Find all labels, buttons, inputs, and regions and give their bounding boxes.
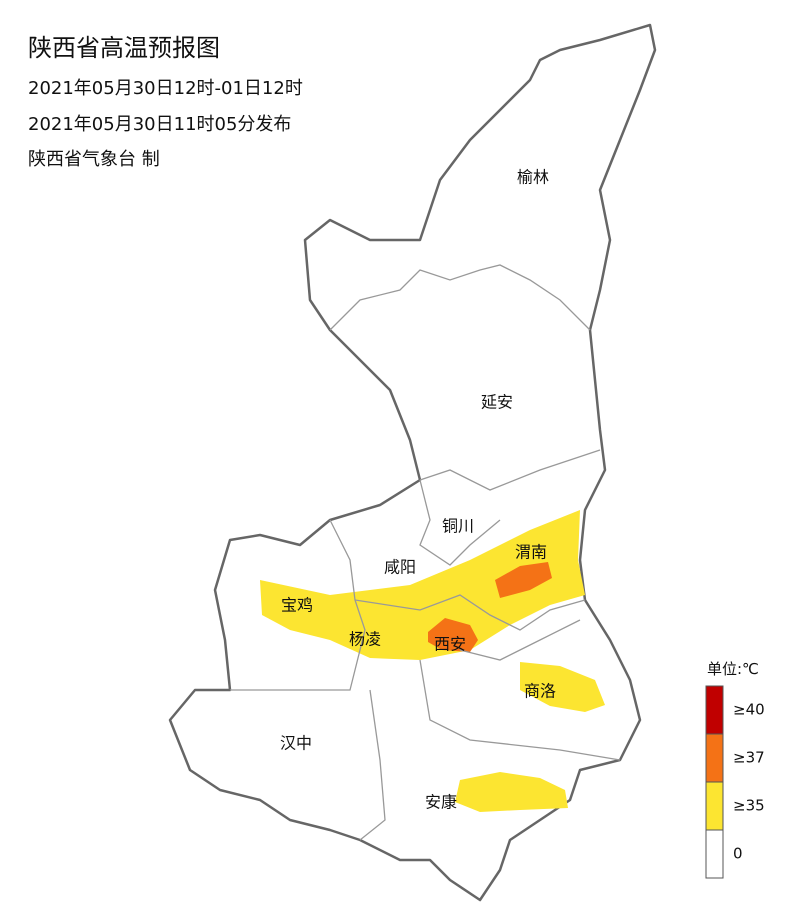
heat-zone-37 bbox=[428, 618, 478, 652]
issue-time: 2021年05月30日11时05分发布 bbox=[28, 114, 291, 135]
city-label: 汉中 bbox=[280, 734, 312, 753]
province-outline bbox=[168, 23, 657, 902]
city-label: 西安 bbox=[434, 635, 466, 654]
heat-zone-35 bbox=[520, 662, 605, 712]
legend-label: ≥37 bbox=[733, 749, 765, 767]
city-label: 延安 bbox=[481, 393, 513, 412]
city-label: 渭南 bbox=[515, 543, 547, 562]
map-title: 陕西省高温预报图 bbox=[28, 34, 220, 62]
county-borders bbox=[230, 264, 621, 841]
legend-label: 0 bbox=[733, 845, 743, 863]
heat-zone-35 bbox=[455, 772, 568, 812]
legend-swatch bbox=[705, 685, 724, 735]
legend-unit: 单位:℃ bbox=[707, 660, 759, 678]
legend-swatch bbox=[705, 733, 724, 783]
city-label: 咸阳 bbox=[384, 558, 416, 577]
legend-label: ≥40 bbox=[733, 701, 765, 719]
city-label: 安康 bbox=[425, 793, 457, 812]
legend-label: ≥35 bbox=[733, 797, 765, 815]
forecast-period: 2021年05月30日12时-01日12时 bbox=[28, 78, 303, 99]
city-label: 宝鸡 bbox=[281, 596, 313, 615]
legend-swatch bbox=[705, 781, 724, 831]
city-label: 榆林 bbox=[517, 168, 549, 187]
city-label: 杨凌 bbox=[349, 630, 381, 649]
issuer: 陕西省气象台 制 bbox=[28, 149, 160, 170]
city-label: 商洛 bbox=[524, 682, 556, 701]
city-label: 铜川 bbox=[442, 517, 474, 536]
legend-swatch bbox=[705, 829, 724, 879]
heat-zone-37 bbox=[495, 562, 552, 598]
legend: ≥40 ≥37 ≥35 0 bbox=[705, 685, 765, 879]
